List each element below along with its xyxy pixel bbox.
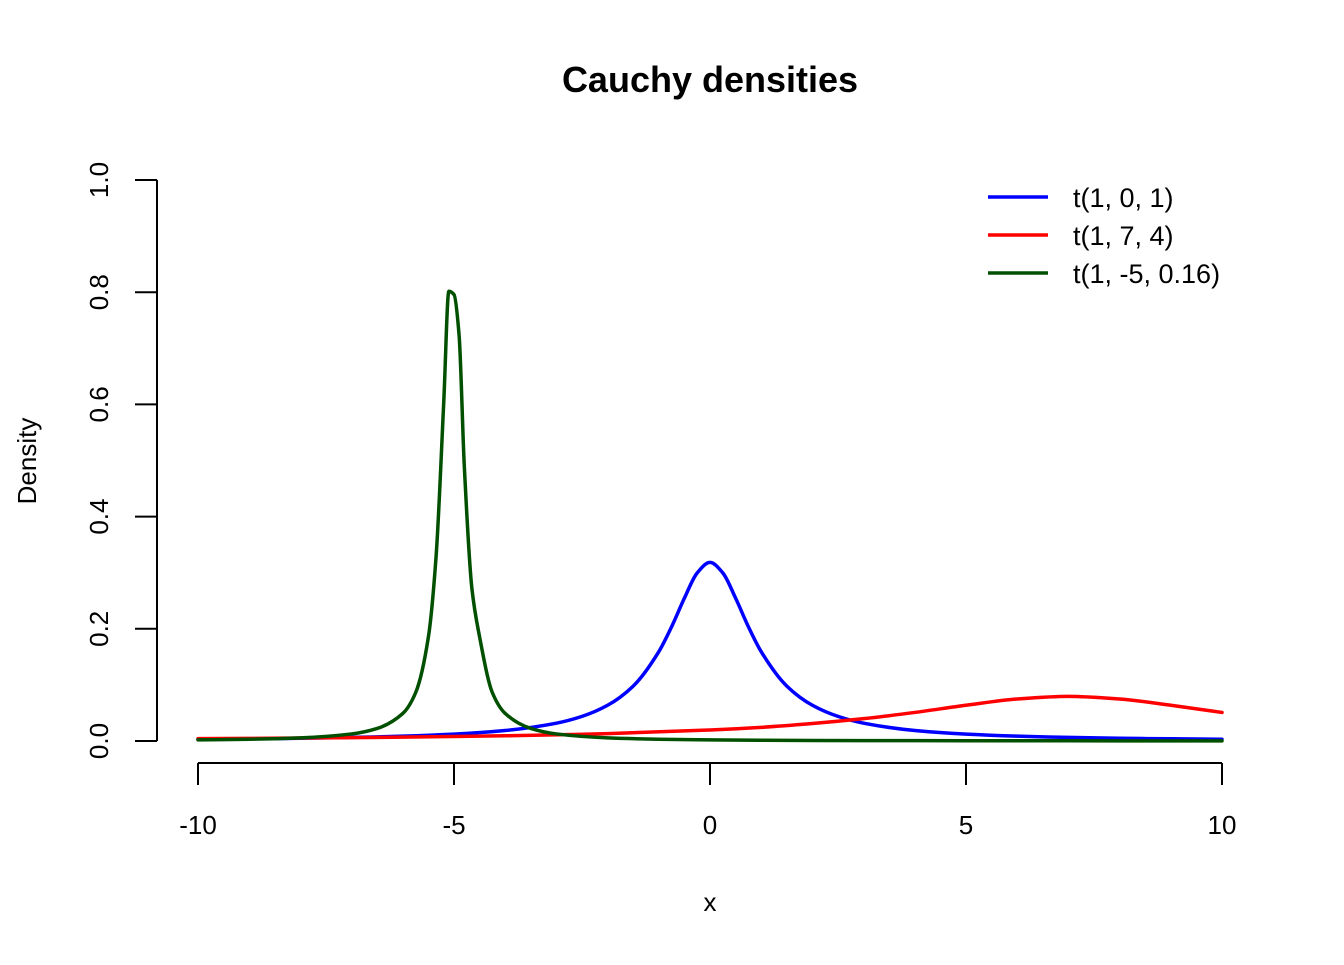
x-axis-label: x — [704, 887, 717, 917]
series-line-3 — [196, 289, 1224, 743]
series-lines — [196, 289, 1224, 743]
x-tick-label: -10 — [179, 810, 217, 840]
legend-label-3: t(1, -5, 0.16) — [1073, 259, 1220, 289]
x-tick-label: -5 — [442, 810, 465, 840]
y-tick-label: 0.8 — [84, 274, 114, 310]
y-tick-label: 0.6 — [84, 386, 114, 422]
series-line-2 — [196, 694, 1224, 741]
legend-label-2: t(1, 7, 4) — [1073, 221, 1174, 251]
y-tick-label: 0.4 — [84, 499, 114, 535]
x-tick-label: 10 — [1208, 810, 1237, 840]
series-line-1 — [196, 560, 1224, 741]
x-axis: -10 -5 0 5 10 — [179, 762, 1237, 840]
y-tick-label: 0.2 — [84, 611, 114, 647]
x-tick-label: 5 — [959, 810, 973, 840]
y-axis-label: Density — [12, 418, 42, 505]
chart-title: Cauchy densities — [562, 59, 858, 100]
legend-label-1: t(1, 0, 1) — [1073, 183, 1174, 213]
y-axis: 0.0 0.2 0.4 0.6 0.8 1.0 — [84, 162, 158, 759]
y-tick-label: 0.0 — [84, 723, 114, 759]
legend: t(1, 0, 1) t(1, 7, 4) t(1, -5, 0.16) — [988, 183, 1220, 289]
x-tick-label: 0 — [703, 810, 717, 840]
y-tick-label: 1.0 — [84, 162, 114, 198]
